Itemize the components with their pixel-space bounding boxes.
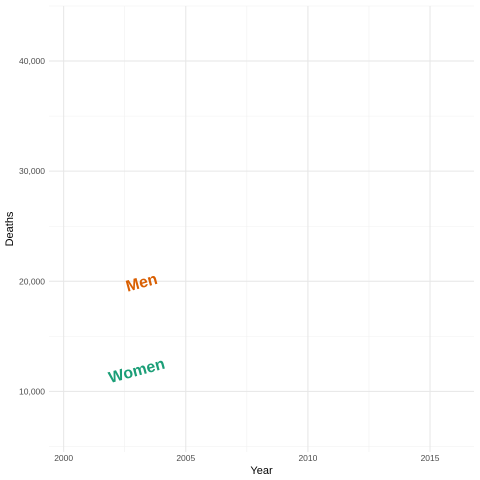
x-tick-label: 2000 <box>54 453 73 463</box>
y-axis-ticks: 10,000 20,000 30,000 40,000 <box>19 56 45 396</box>
y-axis-title: Deaths <box>4 211 16 246</box>
x-tick-label: 2005 <box>176 453 195 463</box>
x-axis-ticks: 2000 2005 2010 2015 <box>54 453 440 463</box>
series-labels: Men Women <box>107 271 167 387</box>
major-grid <box>49 6 474 452</box>
y-tick-label: 30,000 <box>19 166 45 176</box>
minor-grid <box>49 5 474 452</box>
series-label-women: Women <box>107 356 167 387</box>
x-tick-label: 2015 <box>421 453 440 463</box>
y-tick-label: 10,000 <box>19 386 45 396</box>
series-label-men: Men <box>124 271 159 296</box>
x-tick-label: 2010 <box>298 453 317 463</box>
y-tick-label: 20,000 <box>19 276 45 286</box>
y-tick-label: 40,000 <box>19 56 45 66</box>
x-axis-title: Year <box>250 465 273 477</box>
